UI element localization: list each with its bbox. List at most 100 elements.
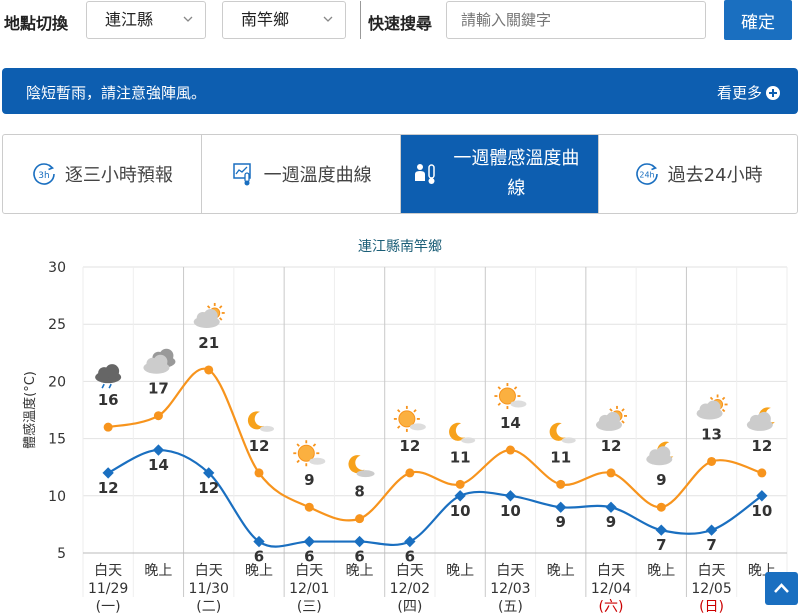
see-more-label: 看更多: [716, 84, 762, 102]
township-select[interactable]: 南竿鄉: [222, 1, 346, 39]
data-point: [606, 468, 616, 478]
data-label: 12: [751, 437, 772, 455]
cloud-part: [356, 470, 375, 478]
data-point: [454, 490, 466, 502]
data-label: 6: [354, 548, 364, 566]
cloud-part: [309, 457, 326, 465]
data-label: 9: [606, 513, 616, 531]
cloud-part: [656, 446, 671, 461]
partly-cloudy-day-icon: [193, 302, 225, 328]
sun-ray: [296, 443, 300, 447]
x-tick-label: 晚上: [346, 563, 374, 579]
data-point: [304, 502, 314, 512]
x-tick-weekday: (日): [699, 599, 724, 615]
sun-ray: [296, 459, 300, 464]
sun-ray: [219, 317, 223, 321]
data-point: [505, 445, 515, 455]
sun-ray: [609, 408, 613, 412]
x-tick-label: 白天: [597, 563, 625, 579]
see-more-link[interactable]: 看更多: [717, 82, 780, 103]
thermometer-chart-icon: [232, 163, 251, 186]
data-label: 16: [98, 391, 119, 409]
chevron-down-icon: [183, 16, 193, 22]
y-tick-label: 25: [48, 317, 66, 333]
tab-label: 一週體感溫度曲線: [453, 148, 580, 199]
scroll-to-top-button[interactable]: [765, 572, 798, 605]
sun-core: [398, 410, 416, 428]
cloud-icon: [143, 348, 176, 374]
data-label: 6: [405, 548, 415, 566]
data-label: 9: [555, 513, 565, 531]
cloud-part: [561, 437, 576, 444]
cloud-part: [756, 411, 771, 426]
x-tick-label: 晚上: [547, 563, 575, 579]
data-label: 7: [656, 536, 666, 554]
data-point: [254, 468, 264, 478]
tab-weekly-apparent-temperature[interactable]: 一週體感溫度曲線: [400, 135, 600, 213]
county-select-value: 連江縣: [105, 10, 154, 29]
data-point: [353, 535, 366, 548]
data-label: 11: [450, 448, 471, 466]
data-point: [504, 490, 517, 502]
tab-3hour-forecast[interactable]: 3h 逐三小時預報: [3, 135, 202, 213]
weather-alert-banner: 陰短暫雨，請注意強陣風。 看更多: [2, 68, 798, 114]
x-tick-date: 12/01: [289, 581, 329, 597]
sun-ray: [397, 425, 401, 429]
data-point: [203, 467, 215, 479]
x-tick-date: 12/02: [390, 581, 430, 597]
sun-ray: [413, 409, 417, 413]
x-tick-weekday: (一): [96, 599, 121, 615]
data-label: 6: [254, 548, 264, 566]
data-label: 9: [656, 471, 666, 489]
tab-weekly-temperature[interactable]: 一週溫度曲線: [202, 135, 401, 213]
sunny-cloud-icon: [393, 405, 426, 432]
sun-ray: [621, 420, 625, 424]
y-tick-label: 15: [48, 432, 66, 448]
confirm-button[interactable]: 確定: [724, 0, 792, 40]
data-label: 14: [148, 456, 169, 474]
county-select[interactable]: 連江縣: [86, 1, 206, 39]
sunny-cloud-icon: [494, 383, 527, 410]
x-tick-date: 11/29: [88, 581, 128, 597]
x-tick-label: 白天: [396, 563, 424, 579]
data-label: 8: [354, 483, 364, 501]
data-point: [756, 490, 768, 502]
tab-label: 逐三小時預報: [64, 165, 173, 186]
svg-text:3h: 3h: [38, 171, 49, 181]
x-tick-weekday: (四): [397, 599, 422, 615]
x-tick-weekday: (二): [196, 599, 221, 615]
y-tick-label: 10: [48, 489, 66, 505]
township-select-value: 南竿鄉: [241, 10, 290, 29]
x-tick-label: 白天: [698, 563, 726, 579]
data-point: [556, 479, 566, 489]
data-label: 12: [198, 479, 219, 497]
chart-canvas: 5 10 15 20 25 30 體感溫度(°C) 白天 11/29 (一) 晚上 白天 11/30 (二…: [22, 260, 788, 615]
chevron-down-icon: [323, 16, 333, 22]
moon-shape: [549, 422, 566, 441]
sun-ray: [497, 402, 501, 406]
data-point: [757, 468, 767, 478]
search-input[interactable]: [446, 1, 706, 39]
tab-past-24-hours[interactable]: 24h 過去24小時: [599, 135, 797, 213]
sun-core: [297, 444, 315, 462]
x-tick-label: 白天: [195, 563, 223, 579]
3h-clock-icon: 3h: [33, 163, 55, 185]
sun-ray: [312, 443, 317, 447]
x-tick-weekday: (五): [498, 599, 523, 615]
moon-cloud-icon: [348, 455, 375, 478]
series-line: [107, 448, 763, 548]
data-point: [404, 535, 416, 548]
cloudy-night-icon: [646, 441, 674, 466]
apparent-temperature-chart: 連江縣南竿鄉 5 10 15 20 25 30 體感溫度(°C) 白天 11/29 (一) 晚上 白天…: [0, 228, 800, 615]
cloud-part: [105, 364, 120, 379]
data-point: [405, 468, 415, 478]
sun-ray: [397, 409, 401, 413]
person-thermometer-icon: [415, 164, 436, 184]
data-point: [656, 502, 666, 512]
svg-text:24h: 24h: [639, 171, 654, 180]
y-tick-label: 5: [57, 546, 66, 562]
partly-cloudy-day-icon: [596, 405, 627, 431]
partly-cloudy-night-icon: [746, 407, 775, 431]
moon-icon: [247, 411, 274, 432]
sun-ray: [721, 396, 726, 401]
